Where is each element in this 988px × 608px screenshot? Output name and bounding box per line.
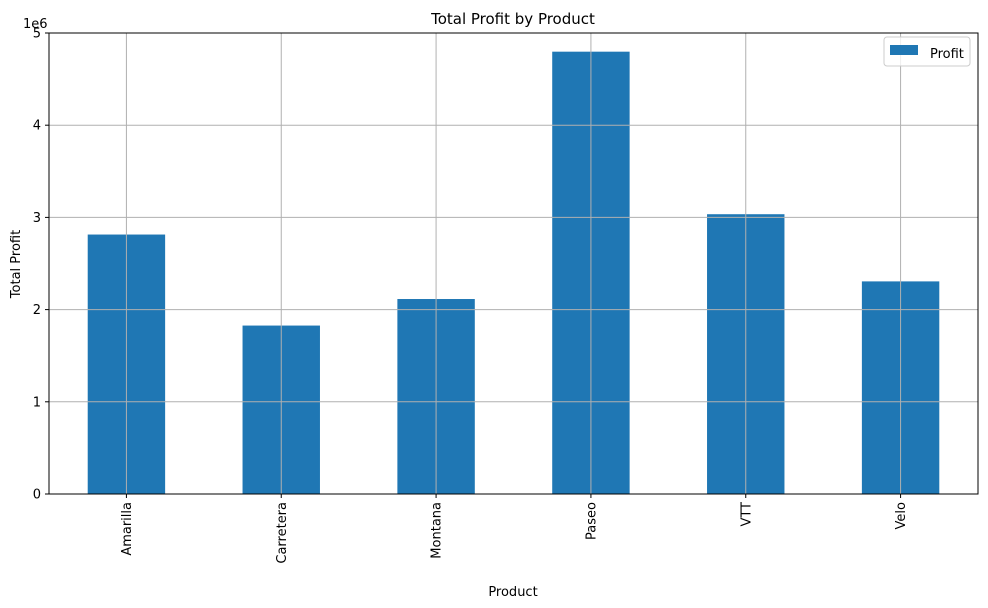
plot-frame	[48, 32, 979, 495]
x-tick-label-vtt: VTT	[739, 502, 754, 527]
x-tick-label-amarilla: Amarilla	[120, 502, 135, 556]
ticks-layer: 0 1 2 3 4 5 Amarilla Carretera Montana Paseo VTT Ve…	[33, 27, 909, 564]
legend: Profit	[883, 36, 971, 67]
chart-title: Total Profit by Product	[430, 10, 595, 28]
y-tick-label-0: 0	[33, 488, 41, 503]
y-tick-label-2: 2	[33, 303, 41, 318]
y-tick-label-5: 5	[33, 27, 41, 42]
legend-swatch	[890, 45, 918, 55]
x-tick-label-carretera: Carretera	[275, 502, 290, 564]
x-tick-label-velo: Velo	[894, 502, 909, 529]
y-tick-label-3: 3	[33, 211, 41, 226]
x-tick-label-paseo: Paseo	[584, 502, 599, 540]
legend-box	[883, 36, 971, 67]
x-axis-label: Product	[488, 585, 537, 600]
y-axis-offset-label: 1e6	[23, 17, 48, 32]
axes-layer	[48, 32, 979, 495]
grid-layer	[49, 32, 978, 495]
y-tick-label-4: 4	[33, 119, 41, 134]
legend-label: Profit	[930, 47, 964, 62]
y-axis-label: Total Profit	[9, 230, 24, 299]
x-tick-label-montana: Montana	[430, 502, 445, 559]
bars-layer	[87, 51, 940, 495]
y-tick-label-1: 1	[33, 395, 41, 410]
